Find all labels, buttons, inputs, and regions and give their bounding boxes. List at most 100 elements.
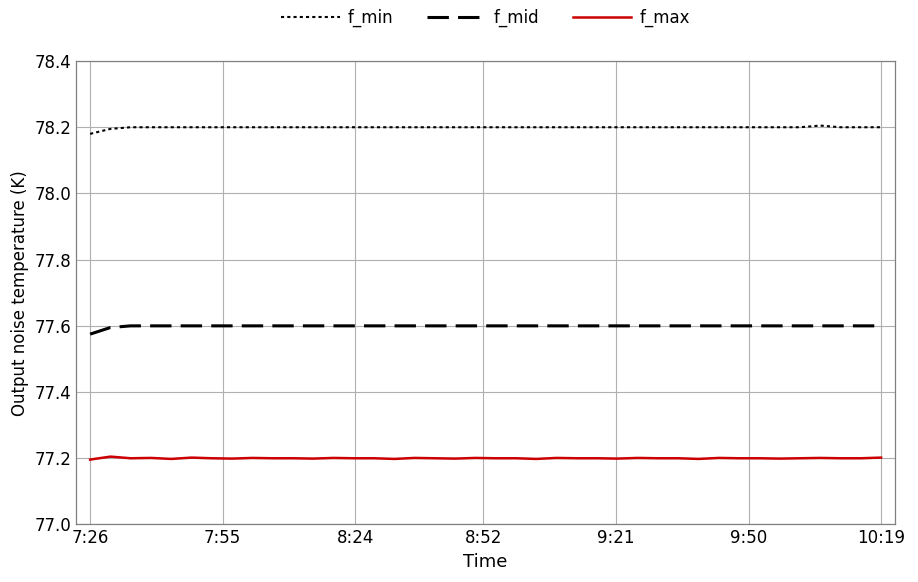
- f_max: [125, 455, 136, 462]
- f_min: [368, 124, 379, 131]
- f_max: [876, 454, 887, 461]
- f_max: [633, 455, 644, 462]
- f_mid: [389, 322, 400, 329]
- f_max: [145, 455, 156, 462]
- f_mid: [328, 322, 339, 329]
- f_mid: [673, 322, 684, 329]
- f_mid: [693, 322, 704, 329]
- f_min: [430, 124, 441, 131]
- f_mid: [876, 322, 887, 329]
- f_min: [186, 124, 197, 131]
- f_mid: [84, 331, 95, 338]
- f_max: [470, 455, 481, 462]
- f_max: [328, 455, 339, 462]
- f_max: [693, 456, 704, 463]
- f_mid: [186, 322, 197, 329]
- f_max: [186, 454, 197, 461]
- Line: f_mid: f_mid: [90, 326, 881, 334]
- f_min: [409, 124, 420, 131]
- f_mid: [207, 322, 218, 329]
- f_mid: [490, 322, 501, 329]
- f_max: [430, 455, 441, 462]
- f_mid: [105, 324, 116, 331]
- f_max: [856, 455, 867, 462]
- f_max: [227, 455, 238, 462]
- f_mid: [470, 322, 481, 329]
- f_max: [591, 455, 602, 462]
- Line: f_min: f_min: [90, 126, 881, 134]
- f_min: [125, 124, 136, 131]
- f_max: [166, 456, 177, 463]
- f_mid: [653, 322, 664, 329]
- f_max: [247, 455, 258, 462]
- f_min: [207, 124, 218, 131]
- f_max: [389, 456, 400, 463]
- f_min: [490, 124, 501, 131]
- f_mid: [733, 322, 744, 329]
- f_mid: [450, 322, 461, 329]
- f_min: [612, 124, 623, 131]
- f_min: [693, 124, 704, 131]
- f_min: [105, 125, 116, 132]
- f_min: [531, 124, 542, 131]
- f_min: [856, 124, 867, 131]
- f_max: [308, 455, 319, 462]
- f_mid: [510, 322, 521, 329]
- f_max: [612, 455, 623, 462]
- f_min: [328, 124, 339, 131]
- f_mid: [754, 322, 765, 329]
- f_min: [754, 124, 765, 131]
- f_max: [287, 455, 298, 462]
- f_mid: [633, 322, 644, 329]
- f_mid: [145, 322, 156, 329]
- f_min: [470, 124, 481, 131]
- f_min: [84, 130, 95, 137]
- f_mid: [247, 322, 258, 329]
- f_min: [166, 124, 177, 131]
- f_mid: [856, 322, 867, 329]
- f_min: [227, 124, 238, 131]
- f_mid: [794, 322, 805, 329]
- f_min: [267, 124, 278, 131]
- f_min: [653, 124, 664, 131]
- f_mid: [531, 322, 542, 329]
- f_max: [531, 456, 542, 463]
- f_min: [450, 124, 461, 131]
- f_max: [794, 455, 805, 462]
- f_mid: [815, 322, 826, 329]
- f_mid: [571, 322, 582, 329]
- f_mid: [612, 322, 623, 329]
- f_mid: [166, 322, 177, 329]
- f_min: [510, 124, 521, 131]
- Line: f_max: f_max: [90, 457, 881, 460]
- f_max: [490, 455, 501, 462]
- f_max: [713, 455, 724, 462]
- f_mid: [774, 322, 785, 329]
- f_min: [794, 124, 805, 131]
- f_mid: [287, 322, 298, 329]
- f_min: [835, 124, 846, 131]
- f_min: [287, 124, 298, 131]
- f_mid: [267, 322, 278, 329]
- X-axis label: Time: Time: [464, 553, 508, 571]
- f_mid: [125, 322, 136, 329]
- f_max: [105, 453, 116, 460]
- f_max: [774, 455, 785, 462]
- f_mid: [713, 322, 724, 329]
- Legend: f_min, f_mid, f_max: f_min, f_mid, f_max: [282, 9, 689, 27]
- f_min: [633, 124, 644, 131]
- f_mid: [227, 322, 238, 329]
- f_min: [774, 124, 785, 131]
- f_mid: [409, 322, 420, 329]
- f_max: [368, 455, 379, 462]
- f_max: [571, 455, 582, 462]
- f_max: [754, 455, 765, 462]
- f_mid: [551, 322, 562, 329]
- f_min: [551, 124, 562, 131]
- f_max: [653, 455, 664, 462]
- f_max: [673, 455, 684, 462]
- f_min: [733, 124, 744, 131]
- f_min: [591, 124, 602, 131]
- f_max: [450, 455, 461, 462]
- f_max: [510, 455, 521, 462]
